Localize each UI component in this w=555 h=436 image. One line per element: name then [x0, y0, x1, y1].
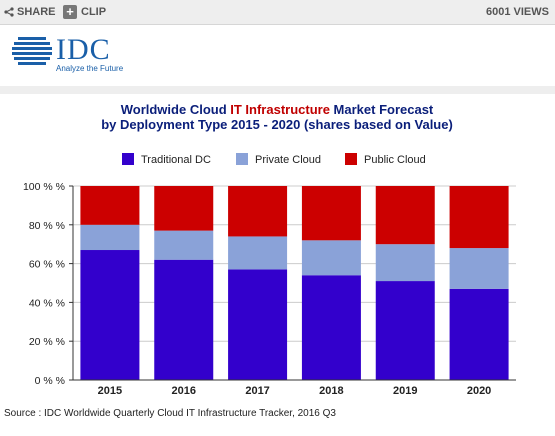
bar-2020-1 [449, 248, 509, 289]
bar-2019-2 [375, 186, 435, 245]
logo-name: IDC [56, 33, 111, 66]
y-axis: 0 % % 20 % % 40 % % 60 % % 80 % % 100 % % [23, 181, 74, 387]
grid [73, 185, 516, 342]
bar-2017-1 [228, 236, 288, 270]
legend-swatch-0 [122, 153, 134, 165]
chart-title-line1: Worldwide Cloud IT Infrastructure Market… [121, 102, 434, 117]
source-note: Source : IDC Worldwide Quarterly Cloud I… [4, 408, 336, 419]
logo-area [0, 25, 555, 85]
bar-2016-1 [154, 230, 214, 260]
clip-button[interactable]: + CLIP [63, 0, 106, 24]
view-count: 6001 VIEWS [486, 6, 549, 18]
title-part-b: IT Infrastructure [230, 102, 330, 117]
legend-label-0: Traditional DC [141, 154, 211, 166]
y-tick-label-3: 60 % % [29, 259, 65, 271]
x-axis: 2015 2016 2017 2018 2019 2020 [73, 379, 516, 397]
bar-2017-0 [228, 269, 288, 380]
x-tick-label-2016: 2016 [172, 385, 196, 397]
chart-title-line2: by Deployment Type 2015 - 2020 (shares b… [101, 117, 453, 132]
bar-2020-0 [449, 288, 509, 380]
clip-label: CLIP [81, 6, 107, 18]
legend-label-2: Public Cloud [364, 154, 426, 166]
legend-swatch-1 [236, 153, 248, 165]
bar-2015-1 [80, 224, 140, 251]
x-tick-label-2018: 2018 [319, 385, 343, 397]
y-tick-label-1: 20 % % [29, 336, 65, 348]
bar-2015-0 [80, 250, 140, 380]
title-part-a: Worldwide Cloud [121, 102, 231, 117]
share-icon [4, 7, 14, 17]
legend-label-1: Private Cloud [255, 154, 321, 166]
plus-icon: + [63, 5, 77, 20]
x-tick-label-2020: 2020 [467, 385, 491, 397]
bar-2015-2 [80, 186, 140, 225]
y-tick-label-2: 40 % % [29, 297, 65, 309]
bar-2016-0 [154, 259, 214, 380]
share-button[interactable]: SHARE [4, 0, 56, 24]
logo-tagline: Analyze the Future [56, 64, 124, 73]
bar-2016-2 [154, 186, 214, 231]
y-tick-label-5: 100 % % [23, 181, 65, 193]
y-tick-label-0: 0 % % [35, 375, 65, 387]
title-part-c: Market Forecast [330, 102, 434, 117]
bar-2018-0 [301, 275, 361, 380]
bars [80, 186, 509, 380]
toolbar: SHARE + CLIP 6001 VIEWS [0, 0, 555, 25]
legend-swatch-2 [345, 153, 357, 165]
bar-2018-2 [301, 186, 361, 241]
x-tick-label-2015: 2015 [98, 385, 122, 397]
bar-2019-1 [375, 244, 435, 282]
divider [0, 86, 555, 94]
idc-globe-icon [12, 37, 52, 65]
y-tick-label-4: 80 % % [29, 220, 65, 232]
x-tick-label-2017: 2017 [245, 385, 269, 397]
bar-2019-0 [375, 281, 435, 380]
bar-2018-1 [301, 240, 361, 276]
share-label: SHARE [17, 6, 56, 18]
bar-2020-2 [449, 186, 509, 249]
chart: Worldwide Cloud IT Infrastructure Market… [23, 102, 516, 397]
x-tick-label-2019: 2019 [393, 385, 417, 397]
legend: Traditional DC Private Cloud Public Cloud [122, 153, 426, 166]
bar-2017-2 [228, 186, 288, 237]
